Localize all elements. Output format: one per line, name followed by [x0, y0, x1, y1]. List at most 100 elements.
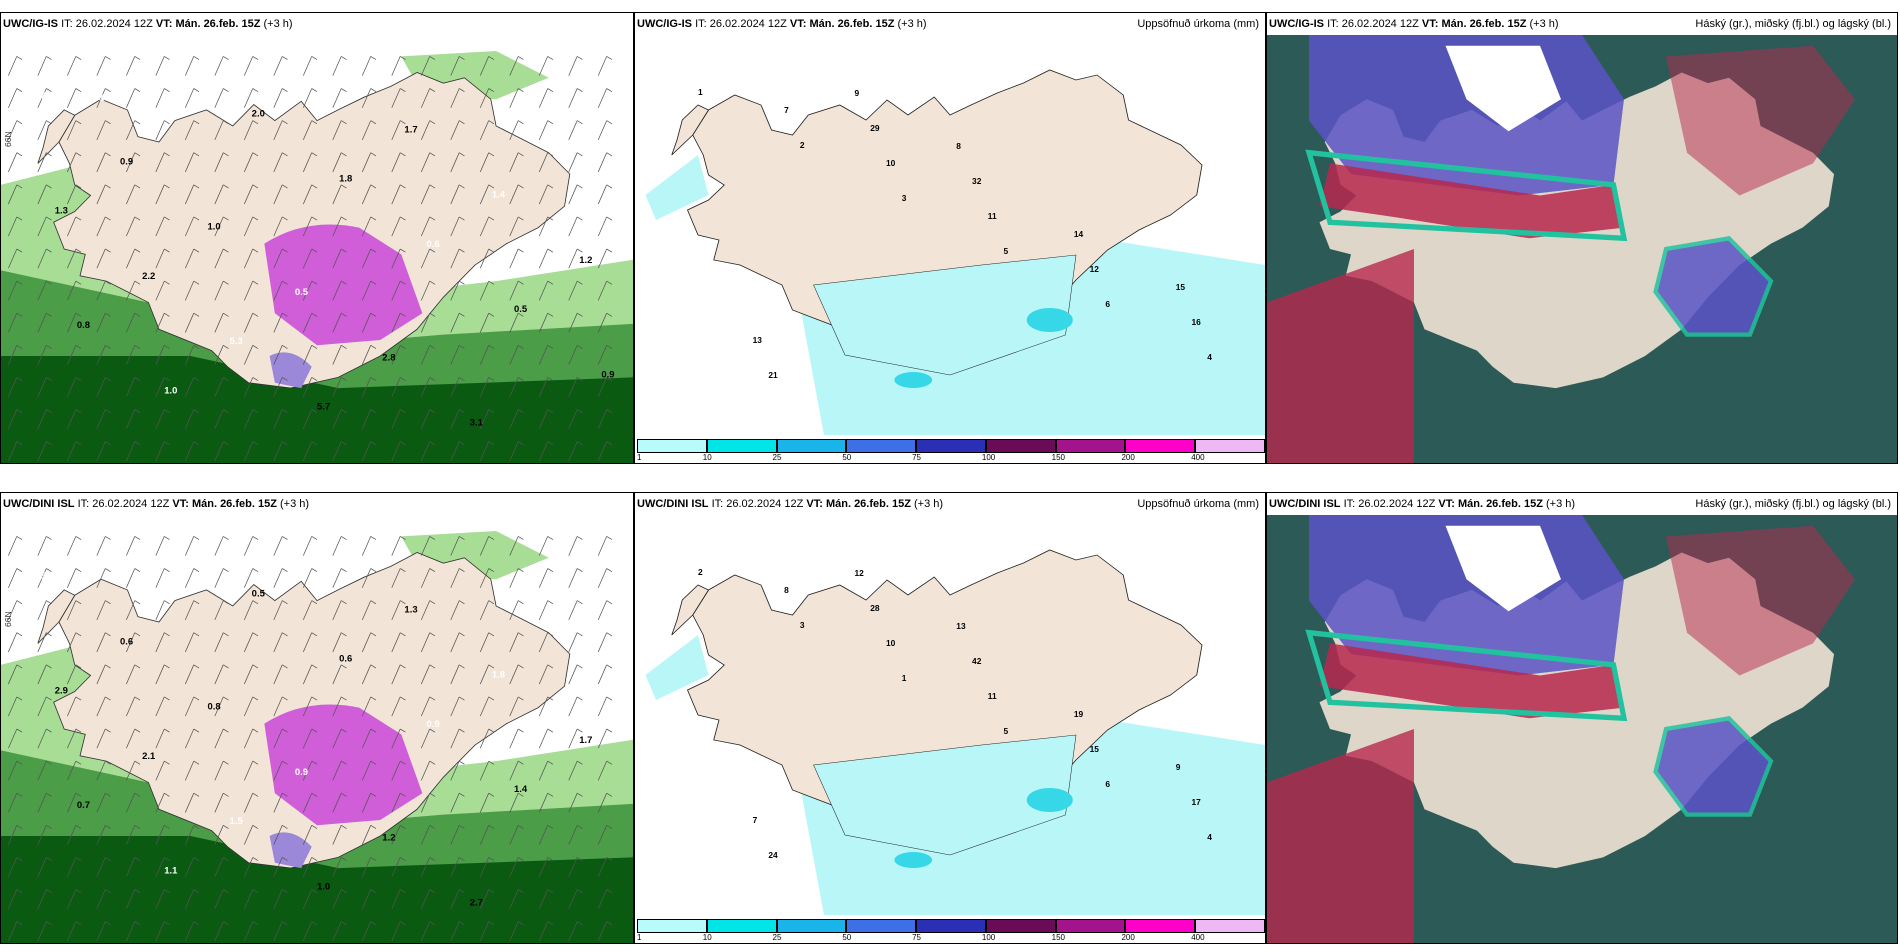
- wind-barb: [420, 441, 431, 462]
- wind-barb: [302, 216, 313, 237]
- wind-barb: [252, 344, 259, 349]
- wind-barb: [134, 56, 141, 60]
- wind-barb: [164, 568, 170, 573]
- wind-barb: [184, 56, 195, 76]
- precip-value-label: 1.4: [514, 784, 528, 795]
- precip-value-label: 1.0: [207, 222, 220, 233]
- wind-barb: [479, 760, 490, 781]
- panel-title: UWC/IG-IS IT: 26.02.2024 12Z VT: Mán. 26…: [1, 13, 633, 35]
- wind-barb: [547, 377, 554, 381]
- wind-barb: [134, 889, 141, 894]
- wind-barb: [576, 184, 583, 189]
- wind-barb: [509, 345, 519, 365]
- wind-barb: [193, 280, 200, 285]
- wind-barb: [134, 216, 141, 221]
- wind-barb: [282, 88, 288, 93]
- wind-barb: [361, 825, 372, 845]
- wind-barb: [282, 216, 288, 221]
- wind-barb: [184, 825, 195, 845]
- wind-barb: [488, 536, 495, 540]
- wind-barb: [361, 568, 372, 588]
- wind-barb: [606, 216, 613, 221]
- wind-barb: [46, 889, 52, 894]
- wind-barb: [606, 88, 613, 93]
- wind-barb: [547, 728, 554, 733]
- wind-barb: [597, 760, 608, 781]
- wind-barb: [547, 409, 554, 414]
- wind-barb: [282, 56, 288, 60]
- wind-barb: [332, 441, 342, 462]
- wind-barb: [341, 248, 347, 253]
- wind-barb: [134, 568, 141, 573]
- precip-value-label: 2.1: [142, 751, 156, 762]
- wind-barb: [155, 728, 165, 749]
- wind-barb: [164, 664, 170, 669]
- wind-barb: [8, 664, 18, 685]
- wind-barb: [252, 152, 259, 157]
- wind-barb: [8, 857, 18, 877]
- wind-barb: [420, 889, 431, 909]
- wind-barb: [214, 248, 224, 269]
- precip-value-label: 1.5: [230, 816, 244, 827]
- wind-barb: [391, 857, 401, 877]
- wind-barb: [302, 152, 313, 173]
- wind-barb: [155, 441, 165, 462]
- lead-time: (+3 h): [263, 18, 293, 30]
- wind-barb: [311, 441, 318, 446]
- wind-barb: [223, 664, 229, 669]
- wind-barb: [273, 248, 283, 269]
- wind-barb: [509, 536, 519, 556]
- wind-barb: [420, 345, 431, 365]
- wind-barb: [361, 313, 372, 333]
- wind-barb: [282, 632, 288, 637]
- wind-barb: [568, 536, 578, 556]
- wind-barb: [155, 889, 165, 909]
- precip-zone-west: [645, 155, 709, 220]
- lead-time: (+3 h): [280, 498, 310, 510]
- wind-barb: [420, 120, 431, 141]
- wind-barb: [547, 824, 554, 829]
- wind-barb: [126, 152, 136, 173]
- wind-barb: [164, 760, 170, 765]
- wind-barb: [193, 120, 200, 125]
- vt-value: Mán. 26.feb. 15Z: [175, 18, 261, 30]
- precip-value-label: 5.3: [230, 336, 243, 347]
- wind-barb: [96, 632, 106, 653]
- precip-value-label: 2.8: [382, 352, 396, 363]
- colorbar-swatch: [846, 439, 917, 453]
- wind-barb: [252, 889, 259, 894]
- wind-barb: [252, 536, 259, 540]
- wind-barb: [67, 184, 77, 205]
- wind-barb: [184, 568, 195, 588]
- wind-barb: [37, 600, 47, 621]
- wind-barb: [576, 760, 583, 765]
- wind-barb: [361, 889, 372, 909]
- wind-barb: [547, 344, 554, 349]
- wind-barb: [243, 600, 254, 621]
- wind-barb: [509, 280, 519, 301]
- wind-barb: [155, 216, 165, 237]
- wind-barb: [370, 824, 377, 829]
- wind-barb: [214, 728, 224, 749]
- wind-barb: [67, 216, 77, 237]
- wind-barb: [361, 760, 372, 781]
- wind-barb: [450, 184, 460, 205]
- wind-barb: [105, 184, 111, 189]
- wind-barb: [37, 216, 47, 237]
- wind-barb: [311, 88, 318, 93]
- wind-barb: [341, 184, 347, 189]
- colorbar-swatch: [1195, 439, 1265, 453]
- wind-barb: [479, 632, 490, 653]
- wind-barb: [370, 56, 377, 60]
- wind-barb: [606, 280, 613, 285]
- wind-barb: [606, 696, 613, 701]
- wind-barb: [420, 696, 431, 717]
- it-value: 26.02.2024 12Z: [75, 18, 153, 30]
- precip-value-label: 0.5: [295, 287, 309, 298]
- precip-value-label: 6: [1105, 300, 1110, 309]
- wind-barb: [282, 536, 288, 540]
- wind-barb: [332, 664, 342, 685]
- wind-barb: [155, 793, 165, 813]
- wind-barb: [450, 632, 460, 653]
- precip-value-label: 0.9: [120, 156, 133, 167]
